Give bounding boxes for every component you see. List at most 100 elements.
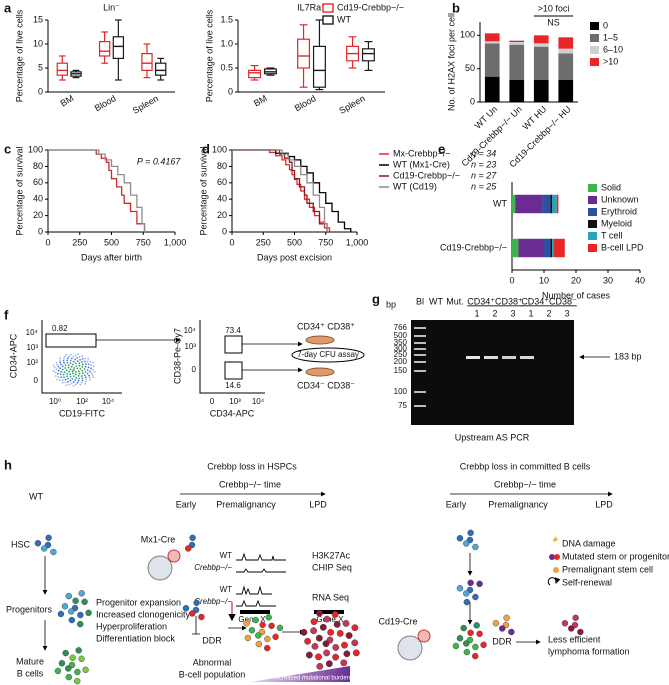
y-tick-label: 20 [33, 210, 43, 220]
event-dot [62, 357, 65, 360]
ladder-band [414, 342, 426, 344]
population-label: CD34⁻ CD38⁻ [297, 380, 355, 390]
event-dot [59, 373, 62, 376]
cell [499, 625, 506, 632]
cell [58, 660, 66, 667]
event-dot [74, 358, 77, 361]
cell [248, 627, 256, 634]
bar-segment [558, 53, 574, 80]
ladder-label: 100 [394, 387, 408, 396]
chart-title: IL7Ra⁺ [297, 2, 326, 12]
x-tick-label: 1,000 [346, 237, 369, 247]
shape [553, 567, 559, 573]
bar-segment [550, 238, 552, 258]
cell [276, 624, 284, 632]
event-dot [71, 377, 74, 380]
y-tick-label: 0 [38, 226, 43, 236]
cell [45, 534, 52, 542]
event-dot [88, 378, 91, 381]
bar-segment [509, 44, 525, 80]
y-tick-label: 1.5 [220, 14, 233, 24]
legend-label: Mx-Crebbp−/− [393, 148, 451, 158]
shape [240, 610, 270, 614]
event-dot [70, 357, 73, 360]
panel-label: c [4, 141, 11, 156]
cell [319, 623, 327, 631]
y-tick-label: 40 [33, 194, 43, 204]
event-dot [65, 369, 68, 372]
lane-number: 1 [474, 308, 479, 318]
legend-label: WT (Mx1-Cre) [393, 159, 450, 169]
cell [467, 629, 474, 637]
x-tick-label: 500 [104, 237, 119, 247]
y-tick-label: 100 [460, 30, 475, 40]
shape [167, 549, 181, 563]
event-dot [73, 367, 76, 369]
tick-label: 10² [76, 397, 88, 406]
event-dot [66, 359, 69, 362]
annotation: >10 foci [538, 3, 570, 13]
gate-value: 73.4 [225, 326, 241, 335]
cell [463, 540, 470, 547]
cell [480, 641, 487, 649]
event-dot [89, 360, 92, 363]
legend-swatch [588, 220, 597, 228]
cell [476, 580, 483, 588]
event-dot [78, 355, 81, 358]
cell [463, 648, 471, 656]
tick-label: 0 [210, 397, 215, 406]
bar-segment [518, 238, 544, 258]
y-tick-label: 0 [228, 86, 233, 96]
event-dot [74, 383, 77, 386]
cell [41, 545, 48, 552]
event-dot [75, 376, 77, 379]
legend-swatch [590, 22, 599, 30]
x-tick-label: 30 [603, 275, 613, 285]
bar-segment [558, 37, 574, 49]
box [361, 48, 375, 62]
outcome: Less efficient [548, 634, 601, 644]
cell [74, 668, 81, 676]
gate-value: 14.6 [225, 381, 241, 390]
event-dot [92, 361, 94, 364]
stage-label: Mature [16, 656, 44, 666]
tick-label: 10³ [26, 343, 38, 352]
event-dot [81, 357, 84, 360]
panel-label: b [452, 0, 460, 15]
event-dot [92, 376, 95, 379]
bar-segment [533, 43, 549, 47]
event-dot [93, 370, 96, 373]
lane-number: 1 [528, 308, 533, 318]
gene-label: Gene X [238, 615, 266, 624]
event-dot [92, 369, 94, 371]
panel-label: g [372, 291, 380, 306]
event-dot [76, 381, 79, 384]
ddr-label: DDR [202, 635, 222, 645]
event-dot [64, 381, 67, 384]
event-dot [67, 364, 70, 367]
group [52, 353, 96, 387]
shape [224, 361, 243, 380]
cell [255, 640, 263, 648]
box [248, 69, 262, 79]
bar-segment [552, 238, 554, 258]
box [112, 36, 125, 59]
event-dot [59, 357, 62, 359]
event-dot [79, 358, 81, 361]
event-dot [71, 372, 74, 375]
assay-label: 7-day CFU assay [297, 350, 359, 359]
cell [572, 614, 579, 622]
bar-segment [558, 48, 574, 54]
legend-swatch [588, 196, 597, 204]
event-dot [77, 353, 79, 356]
timeline-label: Crebbp−/− time [219, 479, 281, 489]
phase: Premalignancy [488, 499, 548, 509]
legend-swatch [588, 244, 597, 252]
cell [463, 640, 470, 647]
event-dot [69, 375, 72, 378]
y-tick-label: 100 [28, 144, 43, 154]
event-dot [90, 364, 93, 367]
annotation: P = 0.4167 [137, 156, 181, 166]
